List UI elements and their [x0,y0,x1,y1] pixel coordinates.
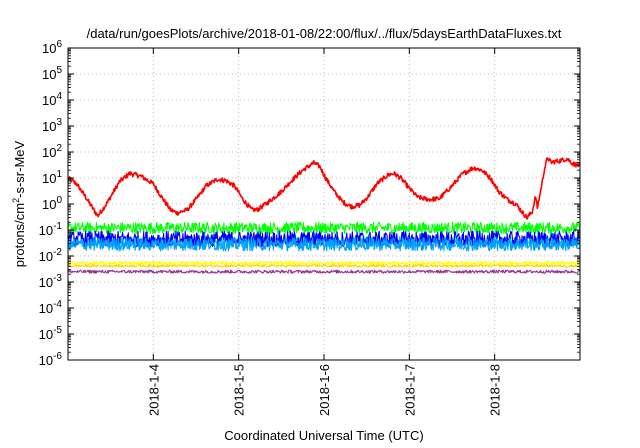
y-tick-label: 10-3 [39,273,63,290]
series-line-2 [68,221,580,235]
x-axis-label: Coordinated Universal Time (UTC) [224,428,423,443]
y-tick-label-base: 10 [39,353,53,368]
y-tick-label-exp: -2 [53,247,62,258]
series-line-7 [68,263,580,268]
y-tick-label-exp: 3 [56,117,62,128]
y-tick-label: 105 [42,65,62,82]
y-tick-label-base: 10 [42,119,56,134]
y-tick-label-base: 10 [42,197,56,212]
y-tick-label-exp: -4 [53,299,62,310]
y-tick-label-exp: 0 [56,195,62,206]
y-tick-label-base: 10 [42,67,56,82]
y-tick-label-exp: -3 [53,273,62,284]
y-tick-label-base: 10 [42,171,56,186]
y-tick-label-base: 10 [39,327,53,342]
y-tick-label: 102 [42,143,62,160]
series-line-5 [68,237,580,252]
y-tick-label: 101 [42,169,62,186]
y-tick-label-exp: 4 [56,91,62,102]
y-axis-label-sup: 2 [11,198,21,203]
y-tick-label-base: 10 [42,41,56,56]
y-tick-label-base: 10 [39,223,53,238]
y-tick-label: 10-4 [39,299,63,316]
x-tick-label: 2018-1-7 [402,364,417,416]
y-tick-label-exp: -6 [53,351,62,362]
y-axis: 10-610-510-410-310-210-11001011021031041… [39,39,580,368]
y-axis-label-rest: -s-sr-MeV [12,140,27,197]
y-tick-label-base: 10 [42,93,56,108]
y-tick-label: 106 [42,39,62,56]
y-tick-label: 10-2 [39,247,63,264]
y-tick-label: 100 [42,195,62,212]
plot-area [68,157,580,274]
series-line-8 [68,269,580,274]
y-tick-label-base: 10 [39,249,53,264]
y-tick-label-exp: -1 [53,221,62,232]
y-tick-label-exp: -5 [53,325,62,336]
y-tick-label-exp: 1 [56,169,62,180]
series-layer [68,157,580,274]
x-axis: 2018-1-4 2018-1-5 2018-1-6 2018-1-7 2018-1-8 [146,48,503,416]
y-axis-label: protons/cm2-s-sr-MeV [11,140,27,267]
x-tick-label: 2018-1-8 [488,364,503,416]
series-line-4 [68,230,580,248]
y-tick-label-exp: 6 [56,39,62,50]
series-line-6 [68,260,580,265]
chart-title: /data/run/goesPlots/archive/2018-01-08/2… [87,26,562,41]
y-tick-label: 10-5 [39,325,63,342]
y-tick-label: 103 [42,117,62,134]
x-tick-label: 2018-1-6 [317,364,332,416]
y-tick-label-base: 10 [42,145,56,160]
y-tick-label-base: 10 [39,301,53,316]
y-axis-label-base: protons/cm [12,203,27,267]
y-tick-label-exp: 2 [56,143,62,154]
x-tick-label: 2018-1-5 [232,364,247,416]
series-line-1 [68,157,580,220]
y-tick-label-base: 10 [39,275,53,290]
y-tick-label: 10-1 [39,221,63,238]
x-tick-label: 2018-1-4 [146,364,161,416]
y-tick-label-exp: 5 [56,65,62,76]
y-tick-label: 104 [42,91,62,108]
y-tick-label: 10-6 [39,351,63,368]
grid [68,48,580,360]
